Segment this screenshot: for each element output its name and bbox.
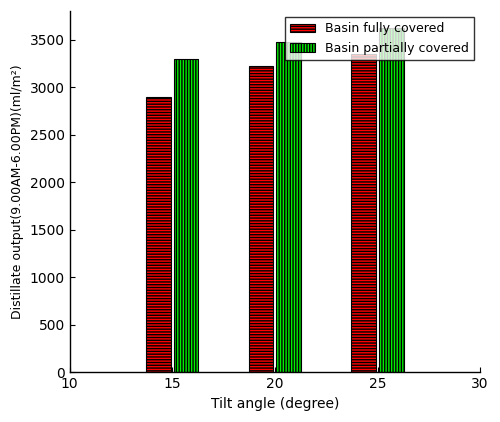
Legend: Basin fully covered, Basin partially covered: Basin fully covered, Basin partially cov…: [285, 17, 474, 60]
Bar: [248, 66, 274, 373]
Bar: [276, 42, 301, 373]
Bar: [174, 59, 199, 373]
Bar: [379, 28, 404, 373]
X-axis label: Tilt angle (degree): Tilt angle (degree): [210, 397, 339, 411]
Y-axis label: Distillate output(9.00AM-6.00PM)(ml/m²): Distillate output(9.00AM-6.00PM)(ml/m²): [11, 65, 24, 319]
Bar: [352, 54, 376, 373]
Bar: [146, 97, 171, 373]
